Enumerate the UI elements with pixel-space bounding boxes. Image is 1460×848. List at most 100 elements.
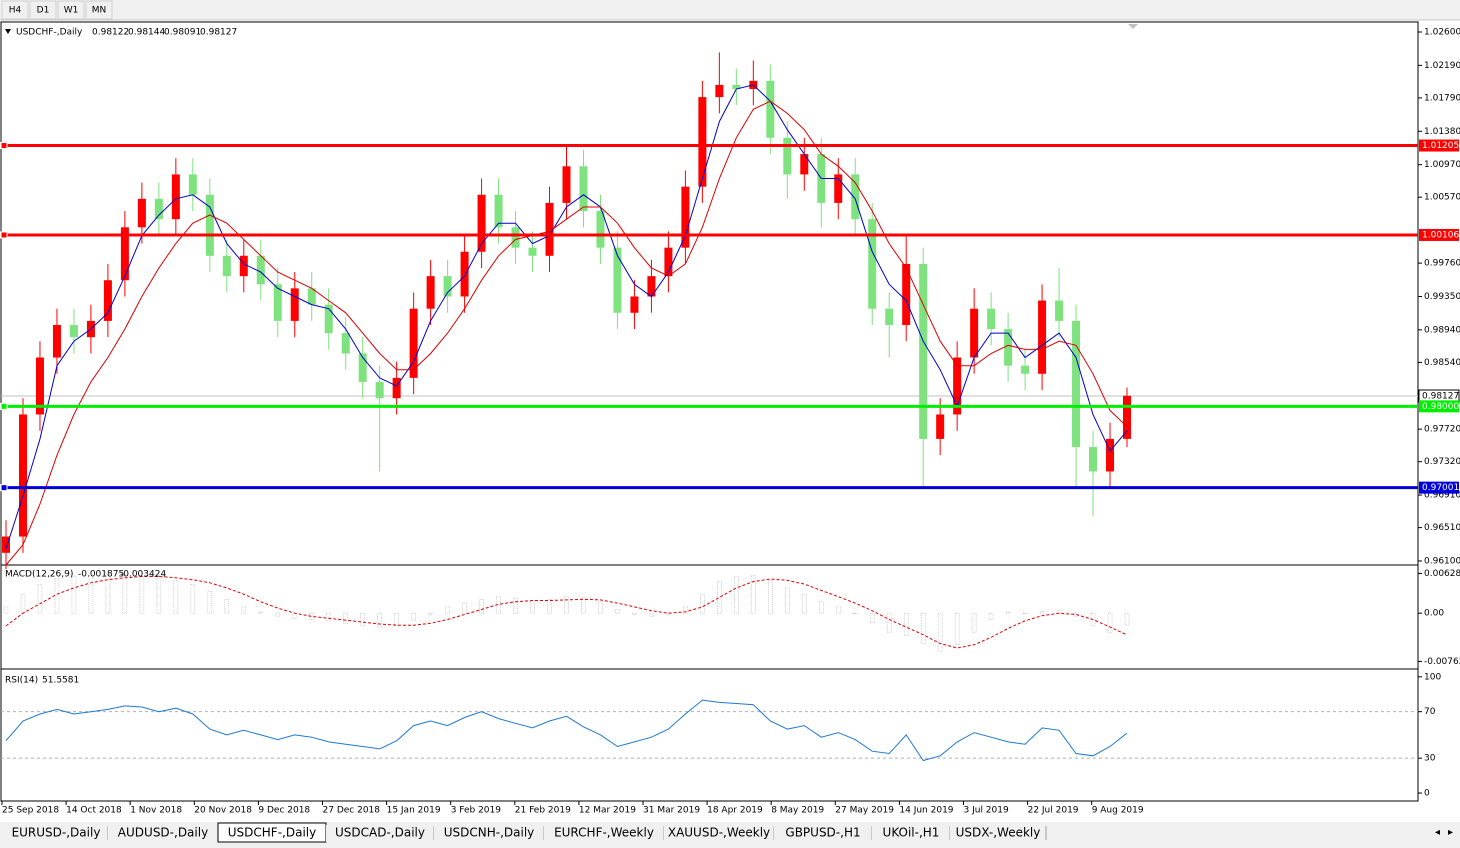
candle-body xyxy=(766,80,775,138)
macd-bar xyxy=(547,598,552,614)
tab-label[interactable]: USDCHF-,Daily xyxy=(228,826,316,840)
candle-body xyxy=(205,194,214,256)
tab[interactable]: USDCNH-,Daily xyxy=(434,825,545,842)
chart-frame xyxy=(0,21,1419,802)
tab[interactable]: USDX-,Weekly xyxy=(950,825,1047,842)
tab-label[interactable]: USDCAD-,Daily xyxy=(335,826,425,840)
tab[interactable]: XAUUSD-,Weekly xyxy=(664,825,775,842)
toolbar xyxy=(0,0,1460,20)
timeframe-button[interactable] xyxy=(29,0,57,20)
tab-box[interactable] xyxy=(872,825,950,842)
tab[interactable]: AUDUSD-,Daily xyxy=(108,825,219,842)
tab-label[interactable]: AUDUSD-,Daily xyxy=(118,826,208,840)
quote-value: 0.98127 xyxy=(200,28,237,38)
macd-bar xyxy=(835,606,841,614)
tab[interactable]: USDCAD-,Daily xyxy=(326,825,435,842)
tab[interactable]: UKOil-,H1 xyxy=(872,825,951,842)
x-tick-label: 31 Mar 2019 xyxy=(643,806,700,816)
tab-box[interactable] xyxy=(4,825,108,842)
candle-body xyxy=(715,84,724,98)
tab-label[interactable]: XAUUSD-,Weekly xyxy=(668,826,770,840)
candle-body xyxy=(834,174,843,203)
timeframe-button[interactable] xyxy=(57,0,85,20)
timeframe-label[interactable]: H4 xyxy=(9,6,22,16)
tab-box[interactable] xyxy=(950,825,1046,842)
macd-bar xyxy=(564,596,569,614)
macd-bar xyxy=(275,612,281,617)
tab-label[interactable]: USDCNH-,Daily xyxy=(444,826,535,840)
candle-body xyxy=(1055,300,1064,321)
tab[interactable]: GBPUSD-,H1 xyxy=(774,825,873,842)
candle-body xyxy=(120,227,129,281)
tab-label[interactable]: GBPUSD-,H1 xyxy=(785,826,860,840)
rsi-line xyxy=(5,699,1128,762)
candle-body xyxy=(851,174,860,220)
chart-title: USDCHF-,Daily xyxy=(16,28,83,38)
candle-body xyxy=(341,333,350,354)
tab-box[interactable] xyxy=(664,825,774,842)
quote-value: 0.98144 xyxy=(128,28,165,38)
candle-body xyxy=(477,194,486,252)
y-tick-label: 0.00 xyxy=(1424,609,1444,619)
tab-scroll-left[interactable]: ◂ xyxy=(1435,827,1440,838)
macd-bar xyxy=(666,612,671,615)
macd-bar xyxy=(954,612,960,646)
tab-box[interactable] xyxy=(108,825,218,842)
level-handle xyxy=(0,484,8,492)
macd-bar xyxy=(581,597,586,614)
x-tick-label: 22 Jul 2019 xyxy=(1028,806,1079,816)
y-tick-label: 0.006286 xyxy=(1424,569,1460,579)
tab-label[interactable]: EURCHF-,Weekly xyxy=(554,826,654,840)
tab-box[interactable] xyxy=(434,825,544,842)
candle-body xyxy=(171,174,180,220)
x-tick-label: 18 Apr 2019 xyxy=(707,806,763,816)
moving-average xyxy=(5,84,1128,549)
timeframe-label[interactable]: W1 xyxy=(64,6,79,16)
timeframe-button[interactable] xyxy=(85,0,113,20)
candle-body xyxy=(596,211,605,248)
tab-scroll-right[interactable]: ▸ xyxy=(1448,827,1453,838)
tab[interactable]: EURCHF-,Weekly xyxy=(544,825,665,842)
macd-bar xyxy=(852,612,858,615)
tab-label[interactable]: USDX-,Weekly xyxy=(956,826,1041,840)
level-box xyxy=(1419,139,1459,152)
tab[interactable]: USDCHF-,Daily xyxy=(217,822,327,843)
y-tick-label: 0.98940 xyxy=(1424,325,1460,335)
quote-value: 0.98122 xyxy=(92,28,129,38)
macd-bar xyxy=(462,602,467,614)
tab-label[interactable]: UKOil-,H1 xyxy=(883,826,940,840)
y-tick-label: 0.96910 xyxy=(1424,491,1460,501)
candle-body xyxy=(52,324,61,358)
candle-body xyxy=(647,276,656,297)
timeframe-label[interactable]: MN xyxy=(92,6,107,16)
macd-bar xyxy=(632,612,637,615)
tab-box[interactable] xyxy=(774,825,872,842)
tab-box[interactable] xyxy=(544,825,664,842)
rsi-title: RSI(14) xyxy=(5,676,38,686)
x-tick-label: 9 Aug 2019 xyxy=(1092,806,1144,816)
macd-bar xyxy=(717,581,722,614)
tab[interactable]: EURUSD-,Daily xyxy=(4,825,109,842)
candle-body xyxy=(307,288,316,305)
timeframe-label[interactable]: D1 xyxy=(37,6,50,16)
macd-title: MACD(12,26,9) xyxy=(5,570,73,580)
y-tick-label: 1.02600 xyxy=(1424,28,1460,38)
timeframe-button[interactable] xyxy=(1,0,29,20)
level-label: 0.98000 xyxy=(1422,402,1459,412)
y-tick-label: 1.01380 xyxy=(1424,127,1460,137)
level-box xyxy=(1419,228,1459,241)
candle-body xyxy=(698,97,707,187)
macd-bar xyxy=(751,574,756,614)
candle-body xyxy=(2,536,10,553)
tab-box[interactable] xyxy=(326,825,434,842)
candle-body xyxy=(545,202,554,256)
x-tick-label: 14 Oct 2018 xyxy=(66,806,122,816)
candle-body xyxy=(1004,329,1013,366)
y-tick-label: 70 xyxy=(1424,707,1436,717)
macd-value: -0.001875 xyxy=(78,570,124,580)
candle-body xyxy=(613,247,622,313)
candle-body xyxy=(324,304,333,334)
macd-bar xyxy=(683,606,688,614)
tab-label[interactable]: EURUSD-,Daily xyxy=(12,826,101,840)
macd-bar xyxy=(71,576,77,614)
